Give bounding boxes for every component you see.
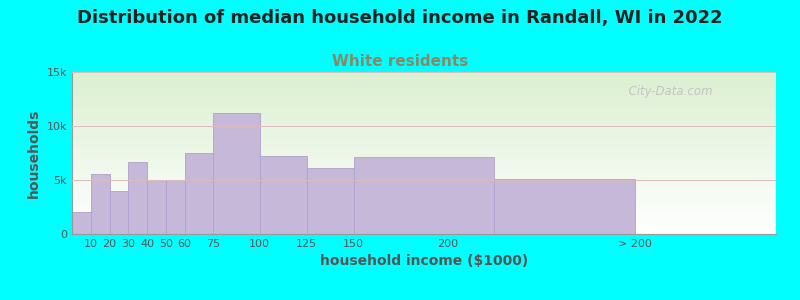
Bar [110, 191, 128, 234]
Bar [494, 179, 635, 234]
Bar [166, 180, 185, 234]
Text: Distribution of median household income in Randall, WI in 2022: Distribution of median household income … [77, 9, 723, 27]
Bar [185, 153, 213, 234]
Bar [72, 212, 90, 234]
Bar [306, 168, 354, 234]
Bar [260, 156, 306, 234]
Bar [90, 173, 110, 234]
Text: City-Data.com: City-Data.com [621, 85, 713, 98]
Text: White residents: White residents [332, 54, 468, 69]
Y-axis label: households: households [27, 108, 41, 198]
Bar [128, 162, 147, 234]
Bar [147, 180, 166, 234]
X-axis label: household income ($1000): household income ($1000) [320, 254, 528, 268]
Bar [354, 157, 494, 234]
Bar [213, 113, 260, 234]
